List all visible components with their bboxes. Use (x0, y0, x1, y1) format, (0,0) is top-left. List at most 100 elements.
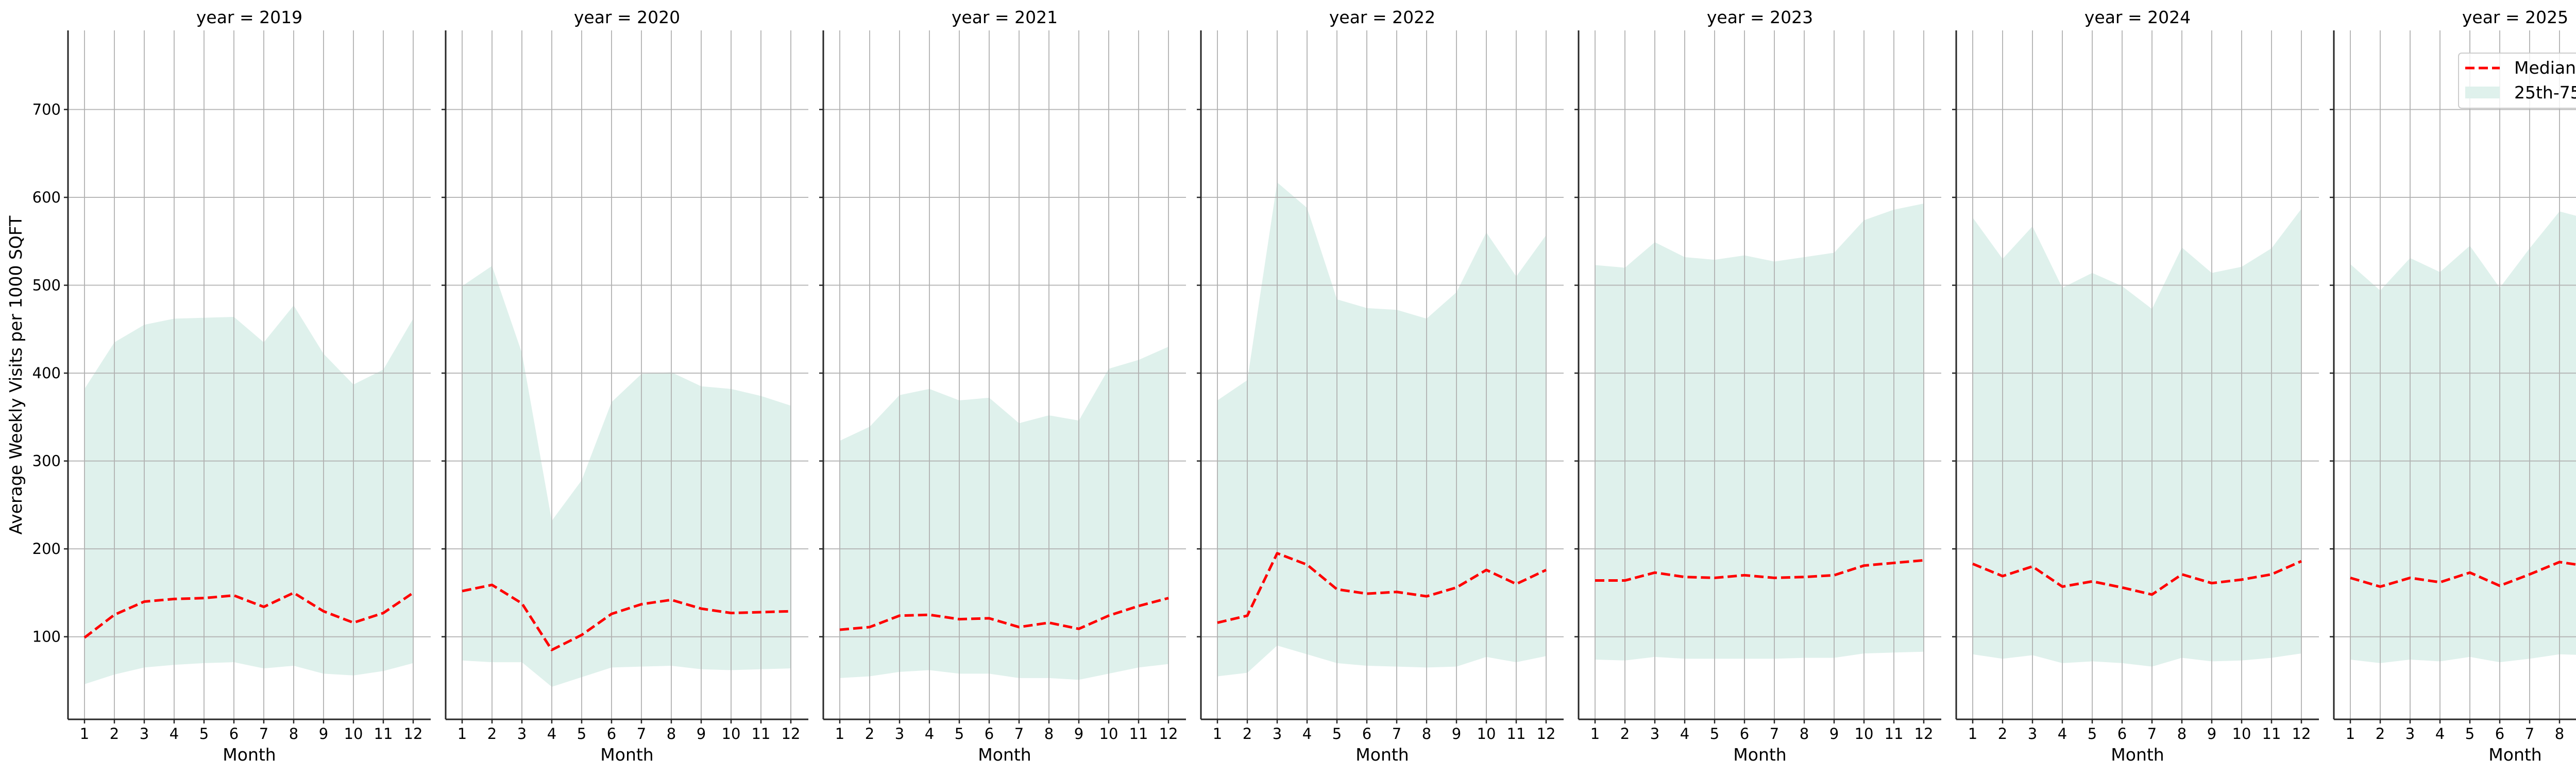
x-axis-label: Month (2488, 745, 2541, 765)
y-tick-label: 300 (32, 452, 61, 470)
median-line (839, 597, 1169, 631)
percentile-band (462, 266, 791, 687)
x-tick-label: 12 (1159, 725, 1178, 743)
x-tick-label: 8 (667, 725, 676, 743)
percentile-band (84, 305, 413, 684)
x-tick-label: 6 (1740, 725, 1749, 743)
x-tick-label: 11 (2262, 725, 2281, 743)
x-tick-label: 1 (80, 725, 89, 743)
x-tick-label: 4 (547, 725, 556, 743)
x-tick-label: 5 (199, 725, 209, 743)
x-tick-label: 1 (835, 725, 844, 743)
x-tick-label: 8 (1044, 725, 1054, 743)
x-tick-label: 3 (2028, 725, 2037, 743)
x-tick-label: 5 (2088, 725, 2097, 743)
legend-band-swatch-icon (2465, 87, 2500, 98)
x-tick-label: 2 (865, 725, 874, 743)
median-line (83, 591, 414, 639)
x-tick-label: 7 (259, 725, 268, 743)
x-tick-label: 8 (2555, 725, 2564, 743)
panel-title: year = 2025 (2462, 7, 2568, 27)
x-tick-label: 8 (2177, 725, 2187, 743)
x-tick-label: 11 (752, 725, 771, 743)
x-tick-label: 9 (2207, 725, 2216, 743)
x-tick-label: 12 (2292, 725, 2311, 743)
x-tick-label: 1 (1213, 725, 1222, 743)
percentile-band (1973, 209, 2301, 667)
x-tick-label: 10 (1855, 725, 1874, 743)
x-tick-label: 12 (1914, 725, 1934, 743)
x-tick-label: 7 (2147, 725, 2157, 743)
x-tick-label: 6 (607, 725, 616, 743)
x-tick-label: 8 (1422, 725, 1431, 743)
x-tick-label: 1 (1590, 725, 1600, 743)
x-tick-label: 12 (1537, 725, 1556, 743)
percentile-band (1217, 182, 1546, 677)
x-tick-label: 9 (1074, 725, 1083, 743)
panel-title: year = 2021 (952, 7, 1058, 27)
panel-title: year = 2019 (196, 7, 302, 27)
x-tick-label: 12 (782, 725, 801, 743)
x-tick-label: 7 (1770, 725, 1779, 743)
y-tick-label: 100 (32, 628, 61, 646)
x-tick-label: 6 (2495, 725, 2504, 743)
x-tick-label: 2 (2376, 725, 2385, 743)
panel-title: year = 2024 (2084, 7, 2191, 27)
y-tick-label: 200 (32, 540, 61, 558)
median-line (1217, 552, 1547, 624)
x-tick-label: 6 (2117, 725, 2127, 743)
x-tick-label: 5 (1332, 725, 1342, 743)
x-tick-label: 11 (1129, 725, 1148, 743)
x-tick-label: 5 (1710, 725, 1719, 743)
x-tick-label: 7 (2525, 725, 2534, 743)
x-axis-label: Month (223, 745, 276, 765)
x-tick-label: 4 (1680, 725, 1689, 743)
x-tick-label: 10 (344, 725, 363, 743)
x-axis-label: Month (2111, 745, 2164, 765)
x-tick-label: 4 (925, 725, 934, 743)
x-tick-label: 10 (2232, 725, 2251, 743)
x-tick-label: 10 (1477, 725, 1496, 743)
percentile-band (1595, 203, 1924, 661)
x-tick-label: 8 (289, 725, 298, 743)
x-tick-label: 4 (2435, 725, 2445, 743)
median-line (2350, 561, 2576, 588)
x-tick-label: 5 (577, 725, 586, 743)
x-tick-label: 2 (1243, 725, 1252, 743)
x-tick-label: 12 (404, 725, 423, 743)
x-tick-label: 7 (637, 725, 646, 743)
x-tick-label: 7 (1014, 725, 1024, 743)
x-tick-label: 2 (1620, 725, 1630, 743)
median-line (1595, 559, 1924, 582)
x-tick-label: 3 (895, 725, 904, 743)
x-tick-label: 9 (1452, 725, 1461, 743)
x-tick-label: 5 (955, 725, 964, 743)
x-tick-label: 4 (1302, 725, 1312, 743)
x-axis-label: Month (1733, 745, 1786, 765)
x-tick-label: 2 (110, 725, 119, 743)
x-tick-label: 6 (1362, 725, 1371, 743)
median-line (462, 583, 791, 651)
panel-title: year = 2020 (574, 7, 680, 27)
x-axis-label: Month (978, 745, 1031, 765)
y-axis-label: Average Weekly Visits per 1000 SQFT (6, 215, 26, 535)
median-line (1972, 560, 2302, 596)
x-tick-label: 4 (2058, 725, 2067, 743)
panel-title: year = 2022 (1329, 7, 1435, 27)
x-tick-label: 3 (1650, 725, 1659, 743)
x-tick-label: 3 (517, 725, 527, 743)
x-tick-label: 2 (1998, 725, 2007, 743)
x-tick-label: 1 (1968, 725, 1977, 743)
x-tick-label: 1 (457, 725, 467, 743)
x-tick-label: 9 (319, 725, 328, 743)
x-tick-label: 11 (1885, 725, 1904, 743)
x-tick-label: 8 (1800, 725, 1809, 743)
legend-median-label: Median (2514, 58, 2576, 78)
